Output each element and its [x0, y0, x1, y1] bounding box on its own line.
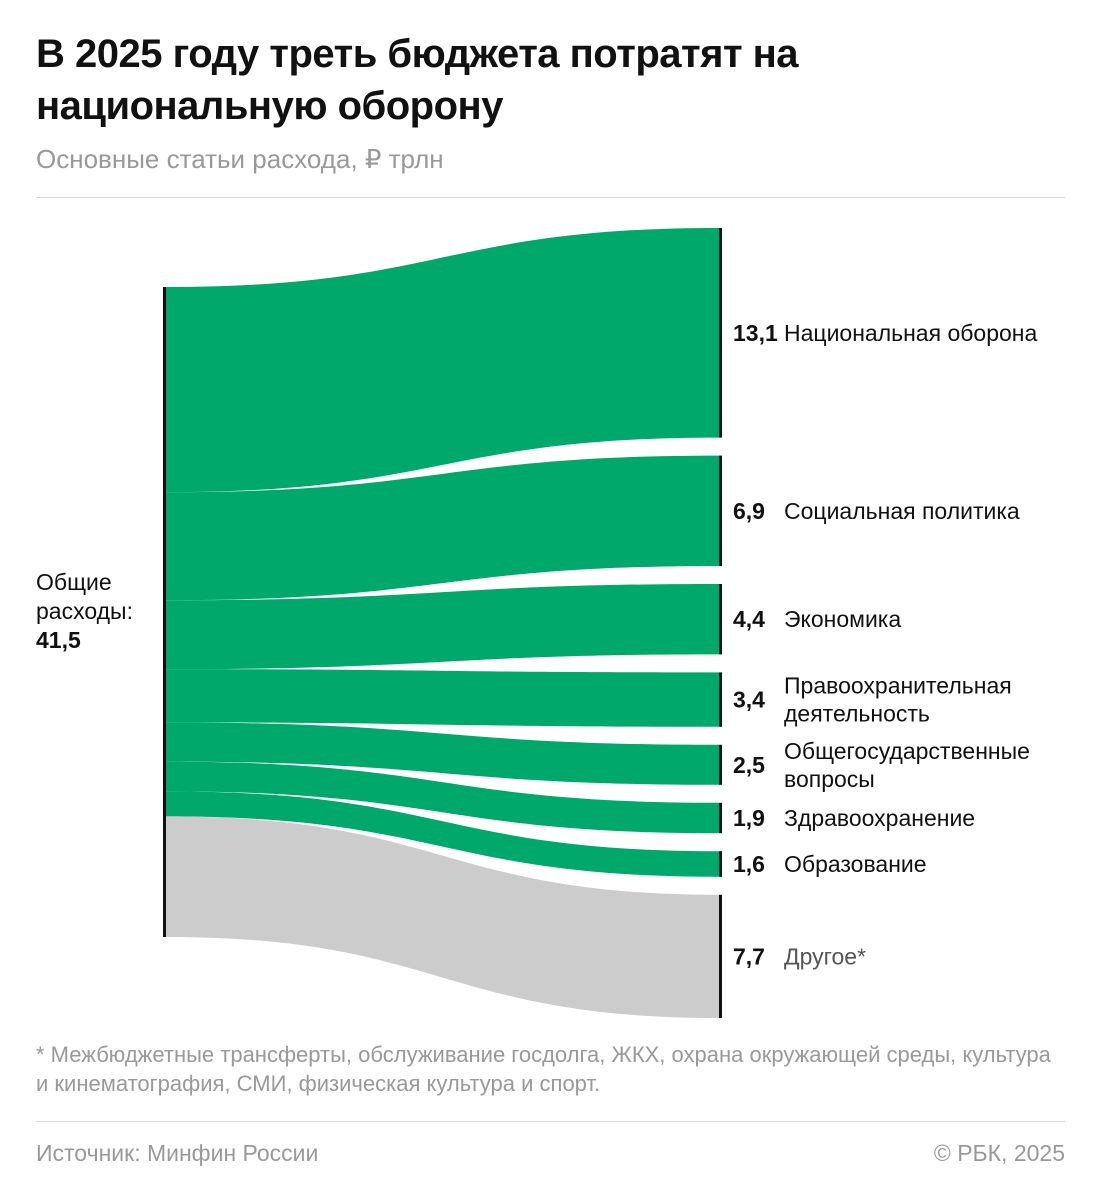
target-node-bar-4 [719, 744, 722, 785]
bottom-divider [36, 1121, 1065, 1122]
source-value-label: 41,5 [36, 627, 81, 653]
flow-1 [166, 455, 719, 601]
category-label-3-line-1: деятельность [784, 701, 930, 727]
source-credit: Источник: Минфин России [36, 1140, 319, 1166]
footnote: * Межбюджетные трансферты, обслуживание … [36, 1042, 1051, 1096]
category-label-2: Экономика [784, 606, 901, 632]
category-label-4: Общегосударственные [784, 738, 1030, 764]
chart-title: В 2025 году треть бюджета потратят на на… [36, 32, 799, 128]
value-label-3: 3,4 [733, 687, 765, 713]
target-node-bar-3 [719, 672, 722, 727]
category-label-5: Здравоохранение [784, 805, 975, 831]
category-label-6: Образование [784, 851, 927, 877]
source-node-bar [163, 287, 166, 937]
target-node-bar-5 [719, 802, 722, 834]
flow-4 [166, 722, 719, 785]
flow-3 [166, 669, 719, 727]
target-node-bar-7 [719, 894, 722, 1018]
value-label-5: 1,9 [733, 805, 765, 831]
category-label-7: Другое* [784, 943, 866, 969]
category-label-0: Национальная оборона [784, 320, 1037, 346]
sankey-chart: 13,1 Национальная оборона 6,9 Социальная по… [36, 228, 1037, 1018]
flow-6 [166, 791, 719, 877]
target-node-bar-1 [719, 455, 722, 566]
source-label: Общие [36, 569, 112, 595]
category-label-1: Социальная политика [784, 498, 1020, 524]
top-divider [36, 197, 1065, 198]
value-label-7: 7,7 [733, 943, 765, 969]
target-node-bar-0 [719, 228, 722, 438]
category-label-4-line-1: вопросы [784, 766, 875, 792]
flow-5 [166, 761, 719, 834]
value-label-6: 1,6 [733, 851, 765, 877]
category-label-3: Правоохранительная [784, 673, 1012, 699]
flow-2 [166, 584, 719, 670]
value-label-0: 13,1 [733, 320, 778, 346]
source-label-line-1: расходы: [36, 598, 133, 624]
chart-subtitle: Основные статьи расхода, ₽ трлн [36, 144, 444, 174]
flow-7 [166, 816, 719, 1018]
target-node-bar-2 [719, 584, 722, 655]
flow-0 [166, 228, 719, 493]
target-node-bar-6 [719, 851, 722, 877]
value-label-4: 2,5 [733, 752, 765, 778]
copyright: © РБК, 2025 [933, 1140, 1065, 1166]
value-label-1: 6,9 [733, 498, 765, 524]
value-label-2: 4,4 [733, 606, 765, 632]
